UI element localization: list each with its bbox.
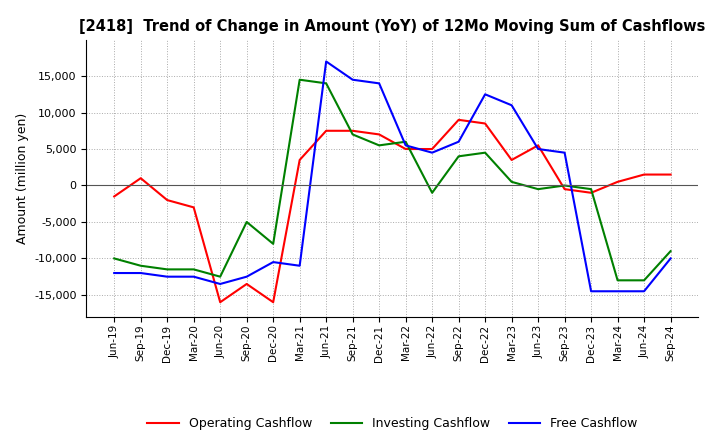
Investing Cashflow xyxy=(295,77,304,82)
Free Cashflow xyxy=(295,263,304,268)
Free Cashflow xyxy=(666,256,675,261)
Investing Cashflow xyxy=(587,187,595,192)
Operating Cashflow xyxy=(401,147,410,152)
Line: Free Cashflow: Free Cashflow xyxy=(114,62,670,291)
Investing Cashflow xyxy=(216,274,225,279)
Operating Cashflow xyxy=(163,198,171,203)
Investing Cashflow xyxy=(189,267,198,272)
Legend: Operating Cashflow, Investing Cashflow, Free Cashflow: Operating Cashflow, Investing Cashflow, … xyxy=(143,412,642,435)
Operating Cashflow xyxy=(508,158,516,163)
Investing Cashflow xyxy=(375,143,384,148)
Free Cashflow xyxy=(189,274,198,279)
Investing Cashflow xyxy=(481,150,490,155)
Free Cashflow xyxy=(613,289,622,294)
Investing Cashflow xyxy=(428,190,436,195)
Investing Cashflow xyxy=(508,179,516,184)
Investing Cashflow xyxy=(560,183,569,188)
Operating Cashflow xyxy=(640,172,649,177)
Investing Cashflow xyxy=(110,256,119,261)
Operating Cashflow xyxy=(348,128,357,133)
Free Cashflow xyxy=(401,143,410,148)
Free Cashflow xyxy=(163,274,171,279)
Free Cashflow xyxy=(216,281,225,286)
Operating Cashflow xyxy=(189,205,198,210)
Title: [2418]  Trend of Change in Amount (YoY) of 12Mo Moving Sum of Cashflows: [2418] Trend of Change in Amount (YoY) o… xyxy=(79,19,706,34)
Free Cashflow xyxy=(375,81,384,86)
Free Cashflow xyxy=(348,77,357,82)
Free Cashflow xyxy=(534,147,542,152)
Operating Cashflow xyxy=(613,179,622,184)
Free Cashflow xyxy=(322,59,330,64)
Operating Cashflow xyxy=(136,176,145,181)
Free Cashflow xyxy=(508,103,516,108)
Operating Cashflow xyxy=(216,300,225,305)
Operating Cashflow xyxy=(428,147,436,152)
Investing Cashflow xyxy=(348,132,357,137)
Investing Cashflow xyxy=(322,81,330,86)
Operating Cashflow xyxy=(454,117,463,122)
Investing Cashflow xyxy=(243,219,251,224)
Free Cashflow xyxy=(640,289,649,294)
Investing Cashflow xyxy=(454,154,463,159)
Operating Cashflow xyxy=(587,190,595,195)
Free Cashflow xyxy=(110,271,119,276)
Line: Operating Cashflow: Operating Cashflow xyxy=(114,120,670,302)
Investing Cashflow xyxy=(401,139,410,144)
Operating Cashflow xyxy=(243,281,251,286)
Operating Cashflow xyxy=(560,187,569,192)
Investing Cashflow xyxy=(136,263,145,268)
Investing Cashflow xyxy=(666,249,675,254)
Y-axis label: Amount (million yen): Amount (million yen) xyxy=(16,113,29,244)
Free Cashflow xyxy=(481,92,490,97)
Free Cashflow xyxy=(587,289,595,294)
Investing Cashflow xyxy=(613,278,622,283)
Free Cashflow xyxy=(454,139,463,144)
Line: Investing Cashflow: Investing Cashflow xyxy=(114,80,670,280)
Investing Cashflow xyxy=(269,241,277,246)
Operating Cashflow xyxy=(295,158,304,163)
Operating Cashflow xyxy=(534,143,542,148)
Free Cashflow xyxy=(243,274,251,279)
Operating Cashflow xyxy=(322,128,330,133)
Operating Cashflow xyxy=(110,194,119,199)
Operating Cashflow xyxy=(666,172,675,177)
Free Cashflow xyxy=(428,150,436,155)
Investing Cashflow xyxy=(640,278,649,283)
Operating Cashflow xyxy=(481,121,490,126)
Free Cashflow xyxy=(560,150,569,155)
Operating Cashflow xyxy=(375,132,384,137)
Free Cashflow xyxy=(269,260,277,265)
Investing Cashflow xyxy=(534,187,542,192)
Operating Cashflow xyxy=(269,300,277,305)
Free Cashflow xyxy=(136,271,145,276)
Investing Cashflow xyxy=(163,267,171,272)
